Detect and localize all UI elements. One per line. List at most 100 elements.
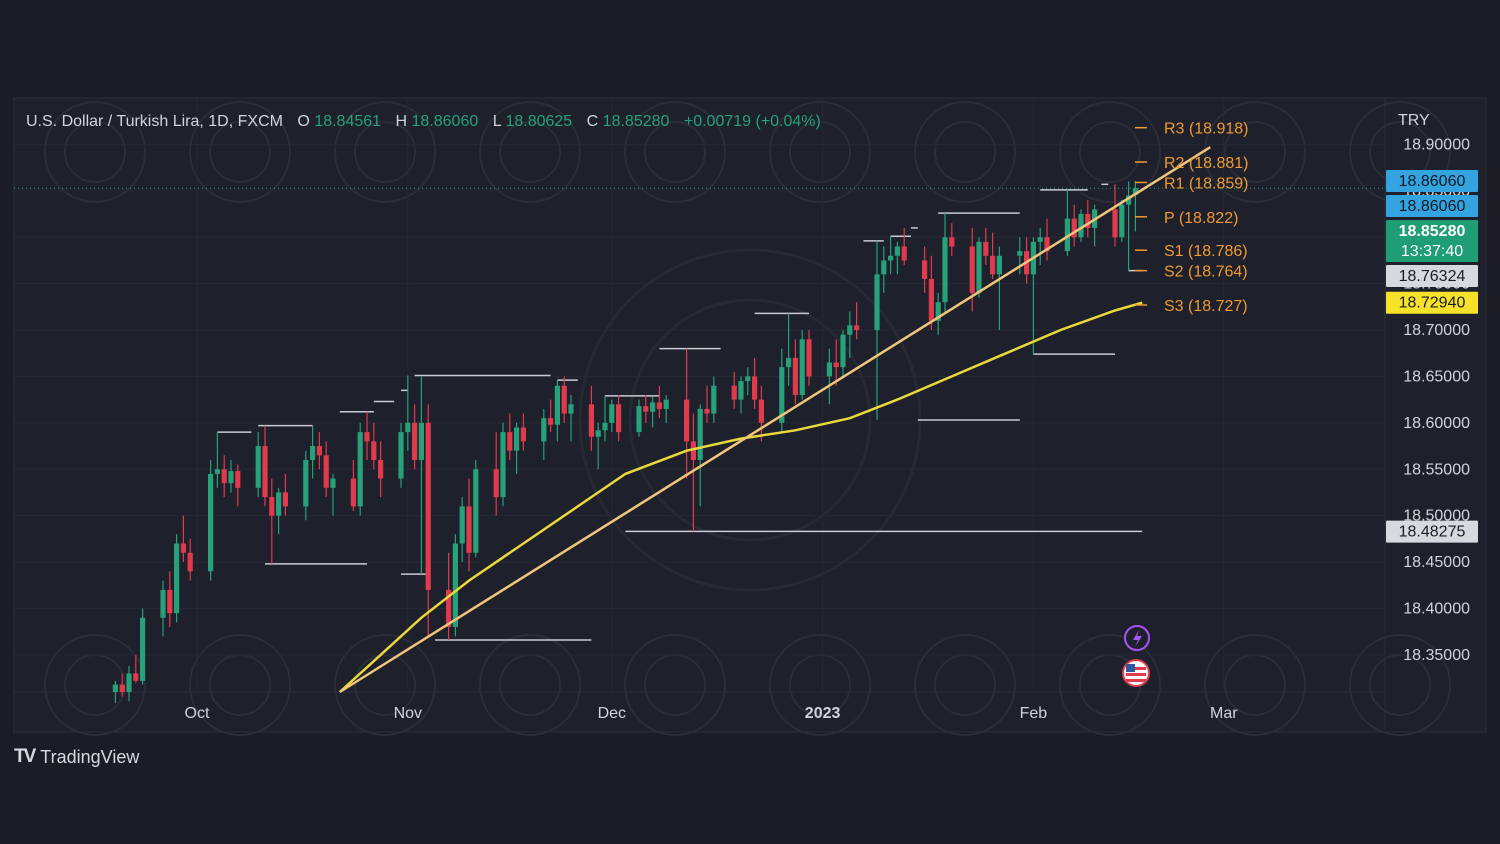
candle-body <box>779 367 785 423</box>
high-value: 18.86060 <box>412 113 479 130</box>
price-badge-value: 18.72940 <box>1399 295 1466 312</box>
candle-body <box>969 246 975 293</box>
candle-body <box>140 617 146 681</box>
time-axis[interactable]: Oct Nov Dec 2023 Feb Mar <box>185 705 1239 722</box>
candle-body <box>894 246 900 256</box>
candle-body <box>949 237 955 247</box>
candle-body <box>928 278 934 321</box>
candle-body <box>636 406 642 433</box>
watermark-seal <box>479 634 581 736</box>
price-badge <box>1386 291 1478 314</box>
candle-body <box>541 418 547 442</box>
watermark-seal-inner <box>354 121 416 183</box>
watermark-seal-inner <box>499 121 561 183</box>
price-tick-label: 18.45000 <box>1403 554 1470 571</box>
candle-body <box>303 459 309 507</box>
high-label: H <box>396 113 408 130</box>
price-tick-label: 18.65000 <box>1403 368 1470 385</box>
watermark-seal-inner <box>209 121 271 183</box>
lightning-event-icon[interactable] <box>1124 625 1150 651</box>
candle-body <box>262 446 268 498</box>
watermark-seal <box>44 101 146 203</box>
candle-body <box>568 404 574 414</box>
watermark-seal <box>1204 634 1306 736</box>
watermark-seal <box>479 101 581 203</box>
candle-body <box>405 422 411 433</box>
svg-text:U.S. Dollar / Turkish Lira, 1D: U.S. Dollar / Turkish Lira, 1D, FXCM O 1… <box>26 113 821 130</box>
time-tick-label: Dec <box>598 705 626 722</box>
price-tick-label: 18.35000 <box>1403 647 1470 664</box>
candle-body <box>996 255 1002 275</box>
candle-body <box>643 406 649 412</box>
watermark-seal <box>189 634 291 736</box>
time-tick-label: Mar <box>1210 705 1238 722</box>
symbol-title[interactable]: U.S. Dollar / Turkish Lira, 1D, FXCM <box>26 113 283 130</box>
candle-body <box>1017 251 1023 256</box>
candle-body <box>711 385 717 414</box>
price-badge <box>1386 264 1478 287</box>
candle-body <box>554 385 560 425</box>
candle-body <box>1071 218 1077 238</box>
watermark-seal <box>334 101 436 203</box>
candle-body <box>684 399 690 442</box>
candle-body <box>888 255 894 261</box>
trendline <box>339 146 1211 694</box>
price-badge <box>1386 520 1478 543</box>
price-tick-label: 18.40000 <box>1403 600 1470 617</box>
tradingview-logo[interactable]: TV TradingView <box>14 746 139 768</box>
candle-body <box>187 552 193 572</box>
candle-body <box>690 441 696 460</box>
open-value: 18.84561 <box>314 113 381 130</box>
watermark-seal <box>624 101 726 203</box>
candle-body <box>799 339 805 395</box>
candle-body <box>221 469 227 484</box>
watermark-seal-inner <box>64 121 126 183</box>
pivot-label: R3 (18.918) <box>1164 121 1249 138</box>
pivot-label: S2 (18.764) <box>1164 264 1248 281</box>
low-value: 18.80625 <box>505 113 572 130</box>
price-badge-value: 18.76324 <box>1399 268 1466 285</box>
candles <box>112 180 1138 704</box>
candle-body <box>514 427 520 451</box>
candle-body <box>901 246 907 261</box>
event-markers[interactable] <box>1122 625 1150 687</box>
candle-body <box>228 471 234 484</box>
tradingview-icon: TV <box>14 746 36 767</box>
candle-body <box>276 492 282 516</box>
watermark-seal <box>1059 101 1161 203</box>
candle-body <box>493 469 499 498</box>
price-badge-value: 18.48275 <box>1399 524 1466 541</box>
candle-body <box>588 404 594 437</box>
time-tick-label: Nov <box>394 705 422 722</box>
candle-body <box>282 492 288 507</box>
candle-body <box>1078 214 1084 238</box>
candle-body <box>398 432 404 479</box>
candle-body <box>561 385 567 414</box>
candle-body <box>806 339 812 377</box>
candle-body <box>473 469 479 553</box>
candle-body <box>378 459 384 479</box>
pivot-label: P (18.822) <box>1164 210 1238 227</box>
candle-body <box>826 362 832 377</box>
moving-average-line <box>338 301 1143 693</box>
candle-body <box>350 478 356 507</box>
candle-body <box>786 357 792 368</box>
watermark-seal <box>334 634 436 736</box>
close-value: 18.85280 <box>603 113 670 130</box>
time-tick-label: Feb <box>1020 705 1048 722</box>
price-tick-label: 18.60000 <box>1403 415 1470 432</box>
candle-body <box>922 260 928 279</box>
watermark-seal <box>1204 101 1306 203</box>
candle-body <box>881 260 887 275</box>
candle-body <box>656 402 662 409</box>
us-flag-icon[interactable] <box>1122 659 1150 687</box>
candle-body <box>840 334 846 368</box>
candle-body <box>500 432 506 498</box>
price-badge-value: 18.86060 <box>1399 198 1466 215</box>
price-tick-label: 18.55000 <box>1403 461 1470 478</box>
candle-body <box>697 408 703 460</box>
candle-body <box>466 506 472 553</box>
watermark-seal <box>769 101 871 203</box>
bar-countdown: 13:37:40 <box>1401 243 1463 260</box>
